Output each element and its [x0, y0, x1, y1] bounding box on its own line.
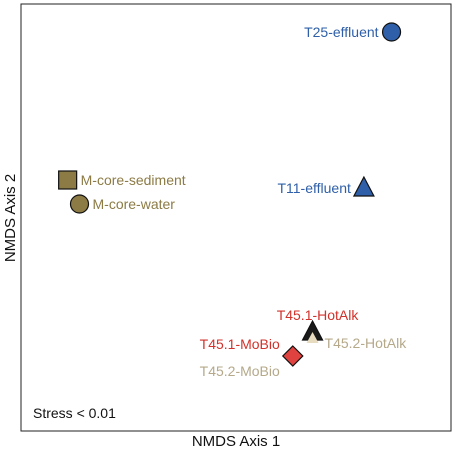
stress-annotation: Stress < 0.01 — [33, 405, 116, 421]
point-label-t11-effluent: T11-effluent — [277, 180, 351, 196]
points-layer: T25-effluent T11-effluent M-core-sediment M… — [58, 22, 408, 379]
point-marker-t25-effluent — [381, 22, 402, 42]
point-marker-m-core-water — [69, 194, 90, 214]
point-label-m-core-sediment: M-core-sediment — [81, 172, 186, 188]
point-label-t45-1-mobio: T45.1-MoBio — [200, 336, 280, 352]
point-marker-t45-1-mobio — [281, 345, 304, 367]
point-label-t25-effluent: T25-effluent — [304, 24, 379, 40]
x-axis-label: NMDS Axis 1 — [192, 433, 280, 450]
point-marker-t11-effluent — [352, 175, 375, 197]
point-label-t45-1-hotalk: T45.1-HotAlk — [277, 307, 360, 323]
point-label-m-core-water: M-core-water — [93, 196, 176, 212]
point-label-t45-2-mobio: T45.2-MoBio — [200, 363, 280, 379]
point-marker-t45-2-hotalk — [306, 332, 319, 343]
point-marker-m-core-sediment — [58, 170, 78, 190]
y-axis-label: NMDS Axis 2 — [2, 174, 19, 262]
point-label-t45-2-hotalk: T45.2-HotAlk — [325, 335, 408, 351]
plot-frame — [20, 3, 452, 432]
